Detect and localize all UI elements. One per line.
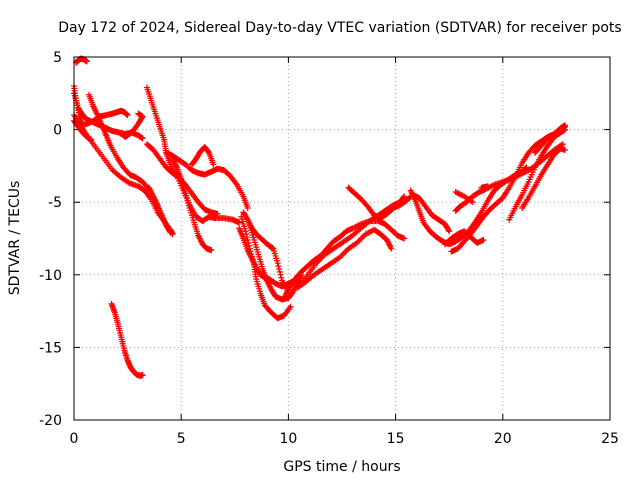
plot-frame (73, 56, 611, 421)
y-tick-labels: 5 0 -5 -10 -15 -20 (39, 50, 62, 429)
data-point-marker (274, 260, 281, 267)
data-point-marker (388, 245, 395, 252)
data-point-marker (166, 228, 173, 235)
data-point-marker (139, 371, 146, 378)
data-point-marker (469, 199, 476, 206)
series-track-1 (73, 55, 90, 66)
y-tick-label: -10 (39, 268, 62, 284)
data-point-marker (401, 235, 408, 242)
data-point-marker (276, 265, 283, 272)
data-point-marker (139, 135, 146, 142)
series-track-25 (441, 228, 487, 248)
y-tick-label: -15 (39, 340, 62, 356)
data-point-marker (249, 256, 256, 263)
data-point-marker (275, 263, 282, 270)
series-track-29 (452, 189, 476, 206)
x-tick-label: 10 (279, 431, 297, 447)
data-point-marker (244, 236, 251, 243)
data-points (71, 55, 568, 379)
data-point-marker (83, 58, 90, 65)
data-point-marker (484, 183, 491, 190)
x-axis-title: GPS time / hours (283, 459, 400, 475)
x-tick-label: 25 (601, 431, 619, 447)
data-point-marker (446, 228, 453, 235)
data-point-marker (248, 250, 255, 257)
data-point-marker (167, 229, 174, 236)
data-point-marker (242, 228, 249, 235)
data-point-marker (277, 271, 284, 278)
series-track-27 (519, 145, 568, 212)
x-tick-label: 5 (177, 431, 186, 447)
series-track-31 (108, 300, 146, 379)
chart-title: Day 172 of 2024, Sidereal Day-to-day VTE… (58, 20, 621, 36)
x-tick-labels: 0 5 10 15 20 25 (70, 431, 619, 447)
data-point-marker (236, 219, 243, 226)
data-point-marker (287, 303, 294, 310)
data-point-marker (561, 146, 568, 153)
series-track-10 (146, 184, 174, 236)
x-tick-label: 15 (387, 431, 405, 447)
data-point-marker (214, 210, 221, 217)
series-track-17 (238, 213, 294, 322)
data-point-marker (341, 250, 348, 257)
series-track-5 (86, 91, 153, 193)
y-tick-label: -5 (48, 195, 62, 211)
data-point-marker (480, 236, 487, 243)
data-point-marker (243, 231, 250, 238)
data-point-marker (400, 194, 407, 201)
data-point-marker (243, 234, 250, 241)
series-track-20 (293, 226, 395, 291)
y-tick-label: 0 (53, 123, 62, 139)
data-point-marker (278, 274, 285, 281)
data-point-marker (559, 141, 566, 148)
data-point-marker (445, 227, 452, 234)
x-tick-label: 20 (494, 431, 512, 447)
data-point-marker (250, 258, 257, 265)
data-point-marker (358, 235, 365, 242)
data-point-marker (88, 136, 95, 143)
series-track-28 (531, 122, 568, 156)
data-point-marker (244, 205, 251, 212)
data-point-marker (276, 268, 283, 275)
y-tick-label: 5 (53, 50, 62, 66)
series-track-30 (478, 183, 491, 191)
data-point-marker (246, 242, 253, 249)
data-point-marker (124, 112, 131, 119)
data-point-marker (359, 234, 366, 241)
data-point-marker (210, 161, 217, 168)
series-track-7 (116, 110, 146, 140)
data-point-marker (135, 110, 142, 117)
series-track-12 (163, 149, 251, 212)
x-tick-label: 0 (70, 431, 79, 447)
y-tick-label: -20 (39, 413, 62, 429)
data-point-marker (247, 248, 254, 255)
data-point-marker (339, 251, 346, 258)
data-point-marker (208, 247, 215, 254)
data-point-marker (561, 122, 568, 129)
series-track-16 (246, 222, 305, 303)
series-track-18 (281, 218, 408, 302)
data-point-marker (342, 248, 349, 255)
grid-lines (74, 57, 610, 420)
data-point-marker (248, 253, 255, 260)
y-axis-title: SDTVAR / TECUs (7, 181, 23, 296)
series-track-21 (345, 184, 453, 235)
data-point-marker (246, 245, 253, 252)
series-track-13 (188, 144, 217, 168)
data-point-marker (245, 239, 252, 246)
data-point-marker (356, 236, 363, 243)
series-track-9 (143, 141, 221, 217)
data-point-marker (401, 193, 408, 200)
